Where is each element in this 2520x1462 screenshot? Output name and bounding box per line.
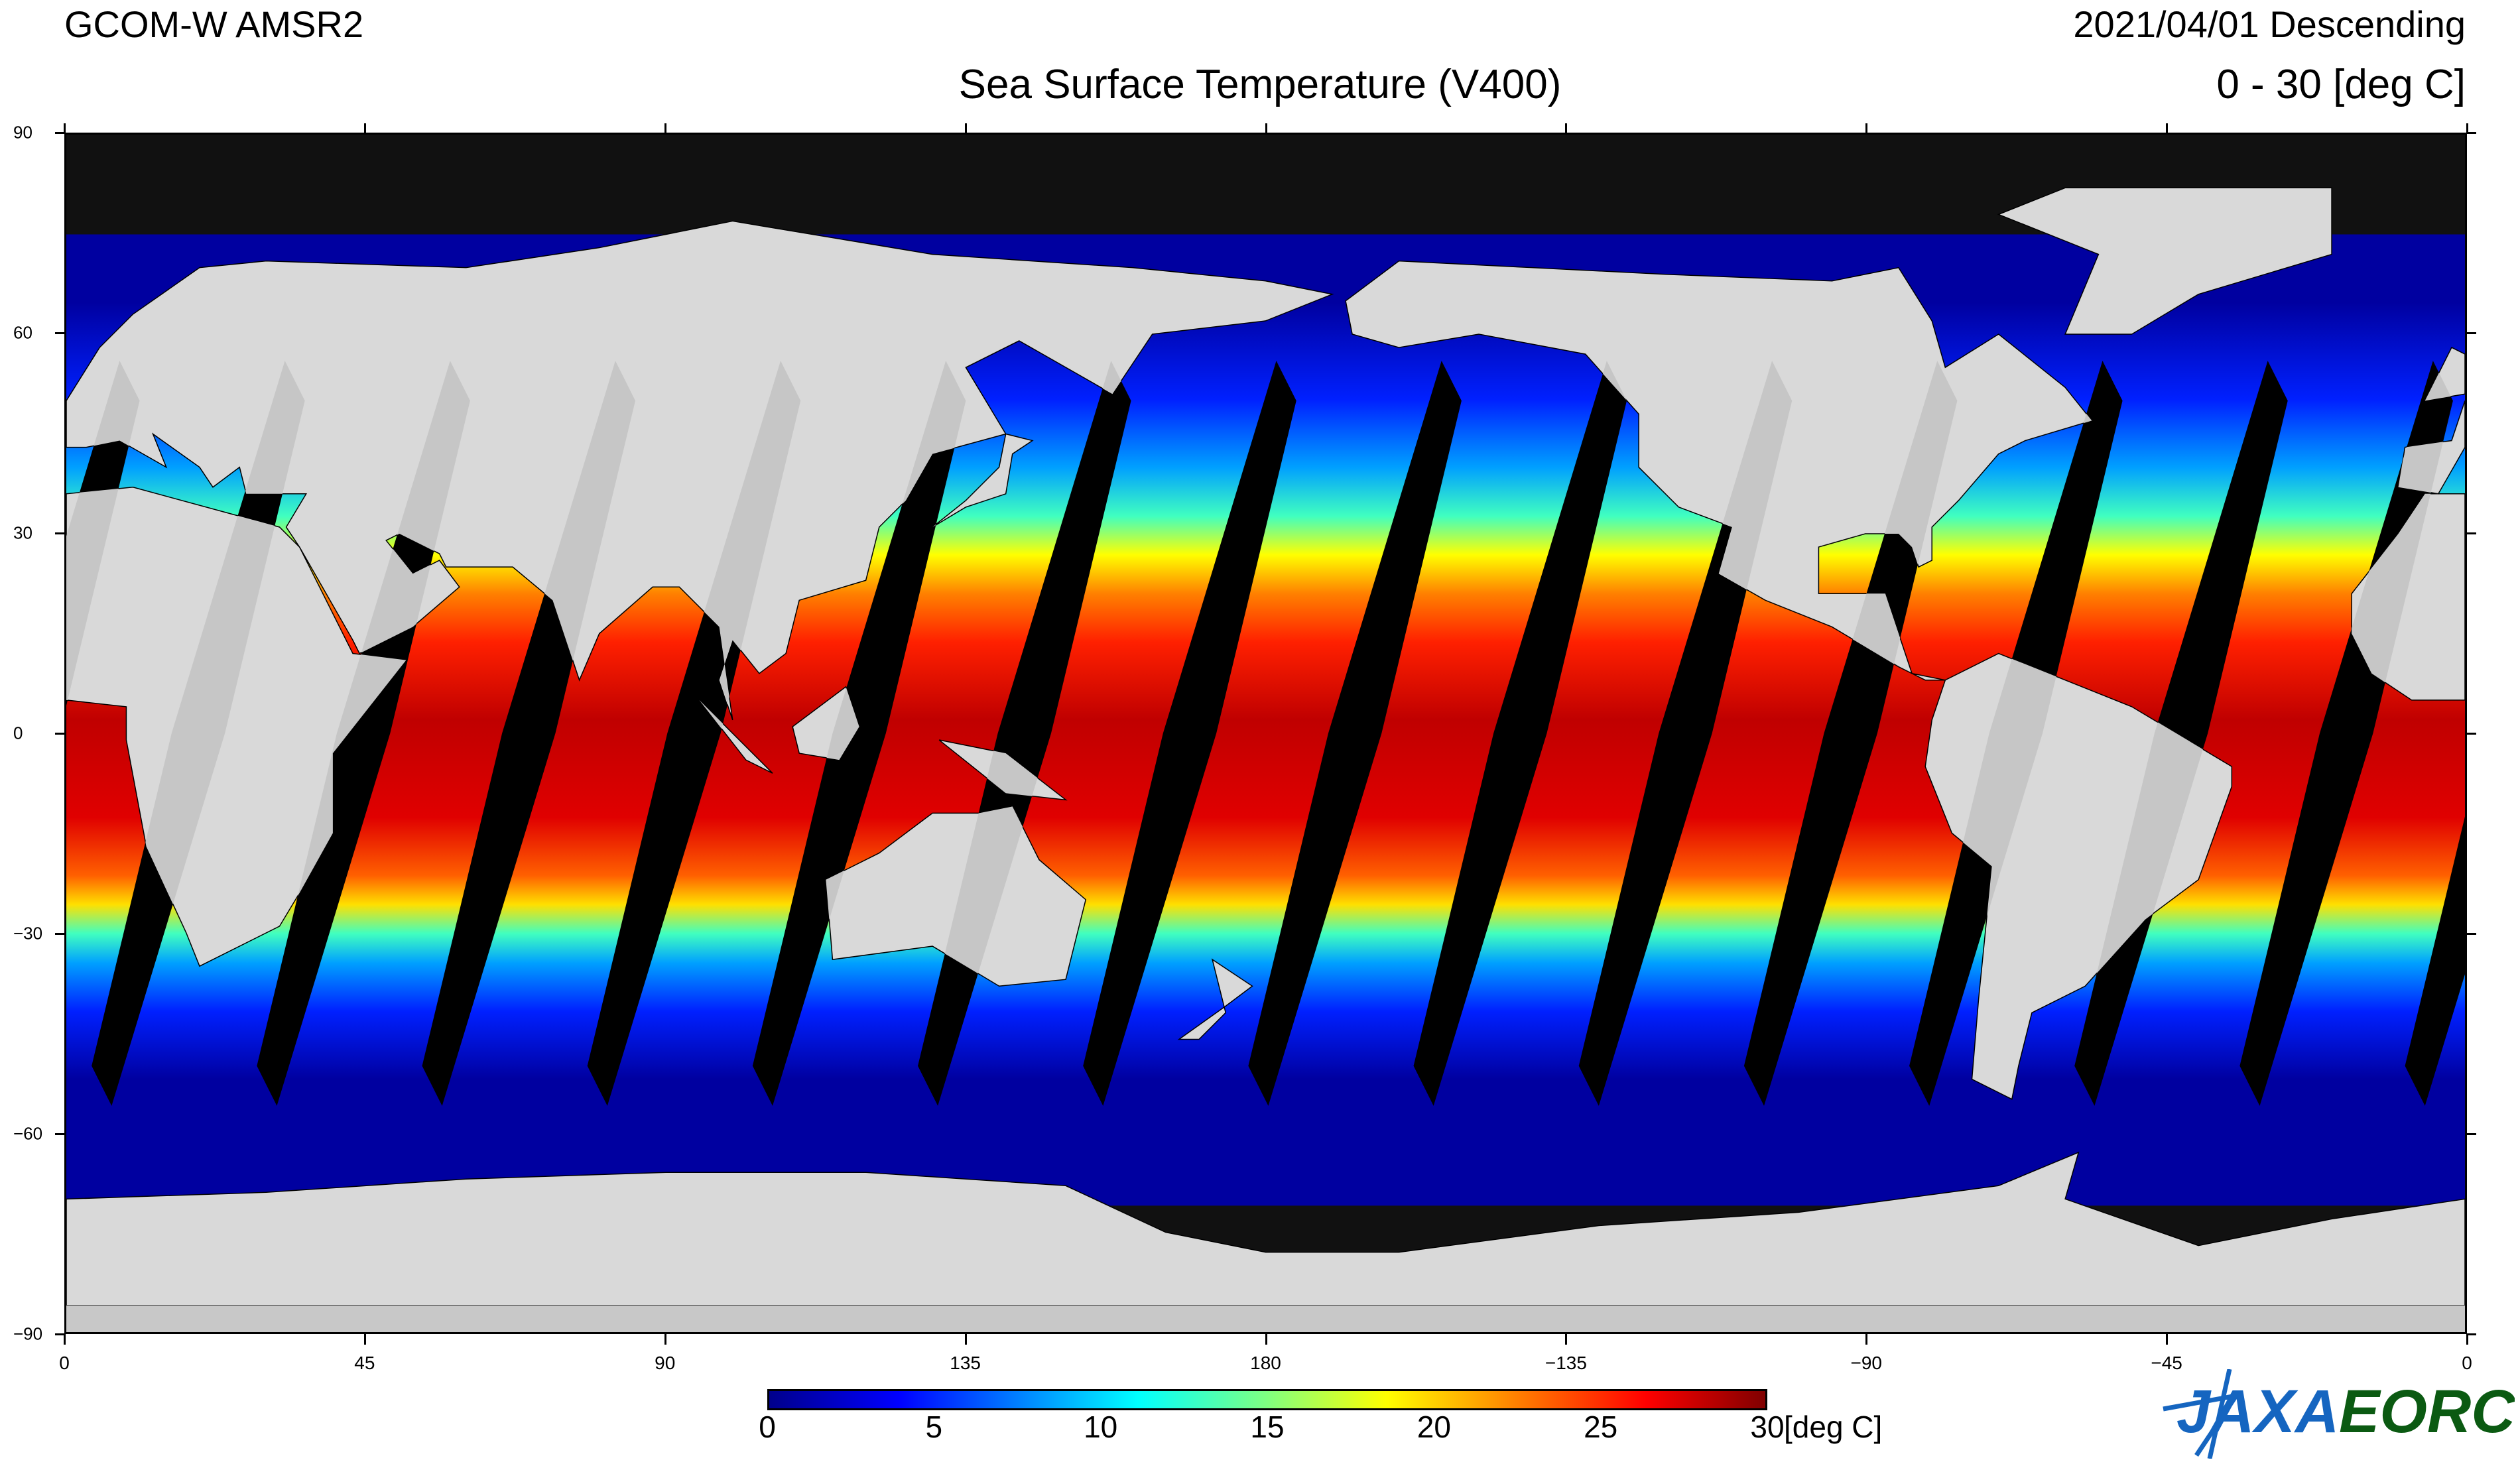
lon-label: 180 — [1250, 1353, 1281, 1373]
swath-gap — [752, 361, 966, 1106]
lon-label: −135 — [1544, 1353, 1587, 1373]
lat-tick — [55, 933, 64, 935]
lon-tick — [363, 123, 366, 134]
lat-tick — [55, 1333, 64, 1335]
swath-gap — [2405, 816, 2465, 1106]
colorbar-tick-label: 10 — [1084, 1410, 1118, 1444]
lon-label: 90 — [655, 1353, 676, 1373]
lat-tick — [2467, 332, 2476, 334]
colorbar-tick-label: 15 — [1250, 1410, 1285, 1444]
lon-label: 135 — [950, 1353, 981, 1373]
logo-jaxa: JAXA — [2176, 1378, 2339, 1445]
colorbar-tick-label: 25 — [1584, 1410, 1618, 1444]
lon-tick — [664, 1334, 666, 1345]
lat-tick — [55, 733, 64, 735]
lon-label: 0 — [59, 1353, 70, 1373]
swath-gap-land — [66, 361, 140, 1106]
lat-tick — [2467, 933, 2476, 935]
satellite-label: GCOM-W AMSR2 — [64, 3, 364, 45]
jaxa-star-icon — [2163, 1369, 2241, 1459]
lon-tick — [2466, 1334, 2468, 1345]
land-australia — [825, 806, 1087, 987]
jaxa-eorc-logo: JAXA EORC — [2157, 1369, 2516, 1459]
lat-label: 0 — [13, 723, 23, 743]
lat-label: 60 — [13, 322, 32, 343]
lon-tick — [964, 123, 967, 134]
colorbar-tick-label: 0 — [759, 1410, 776, 1444]
lat-label: 30 — [13, 522, 32, 543]
swath-gap — [1083, 361, 1296, 1106]
lat-tick — [55, 332, 64, 334]
swath-gap — [1413, 361, 1627, 1106]
lon-tick — [964, 1334, 967, 1345]
map-title: Sea Surface Temperature (V400) — [958, 62, 1562, 107]
lon-tick — [363, 1334, 366, 1345]
lon-tick — [64, 123, 66, 134]
sst-map — [64, 133, 2467, 1334]
lon-label: −90 — [1850, 1353, 1883, 1373]
date-pass-label: 2021/04/01 Descending — [2073, 3, 2466, 45]
lon-tick — [1865, 123, 1868, 134]
polar-band — [66, 1305, 2465, 1332]
lat-tick — [2467, 733, 2476, 735]
value-range-label: 0 - 30 [deg C] — [2216, 62, 2466, 107]
lat-tick — [55, 132, 64, 134]
lon-tick — [2166, 1334, 2169, 1345]
lon-tick — [2166, 123, 2169, 134]
logo-eorc: EORC — [2339, 1378, 2515, 1445]
colorbar-tick-label: 5 — [925, 1410, 943, 1444]
lat-tick — [2467, 132, 2476, 134]
lon-label: −45 — [2151, 1353, 2182, 1373]
lon-label: 0 — [2462, 1353, 2472, 1373]
lon-label: 45 — [354, 1353, 375, 1373]
lat-label: −30 — [13, 923, 43, 944]
lon-tick — [1565, 123, 1568, 134]
lat-tick — [55, 1133, 64, 1135]
swath-gap — [1248, 361, 1462, 1106]
lon-tick — [64, 1334, 66, 1345]
lat-label: 90 — [13, 122, 32, 143]
colorbar-tick-label: 30 — [1750, 1410, 1785, 1444]
lat-tick — [2467, 1133, 2476, 1135]
swath-gap — [1743, 361, 1958, 1106]
lon-tick — [1265, 123, 1267, 134]
lat-tick — [55, 532, 64, 534]
land-nz — [1177, 958, 1253, 1040]
swath-gap — [257, 361, 470, 1106]
lon-tick — [664, 123, 666, 134]
lon-tick — [1865, 1334, 1868, 1345]
land-antarctica — [66, 1151, 2465, 1306]
lat-label: −90 — [13, 1323, 43, 1344]
colorbar — [767, 1389, 1767, 1410]
lat-tick — [2467, 1333, 2476, 1335]
lat-label: −60 — [13, 1123, 43, 1144]
colorbar-unit: [deg C] — [1784, 1410, 1883, 1444]
land-greenland — [1997, 187, 2332, 335]
lon-tick — [1565, 1334, 1568, 1345]
colorbar-tick-label: 20 — [1417, 1410, 1451, 1444]
land-namerica — [1345, 260, 2093, 681]
lat-tick — [2467, 532, 2476, 534]
land-japan — [932, 433, 1034, 528]
lon-tick — [1265, 1334, 1267, 1345]
lon-tick — [2466, 123, 2468, 134]
